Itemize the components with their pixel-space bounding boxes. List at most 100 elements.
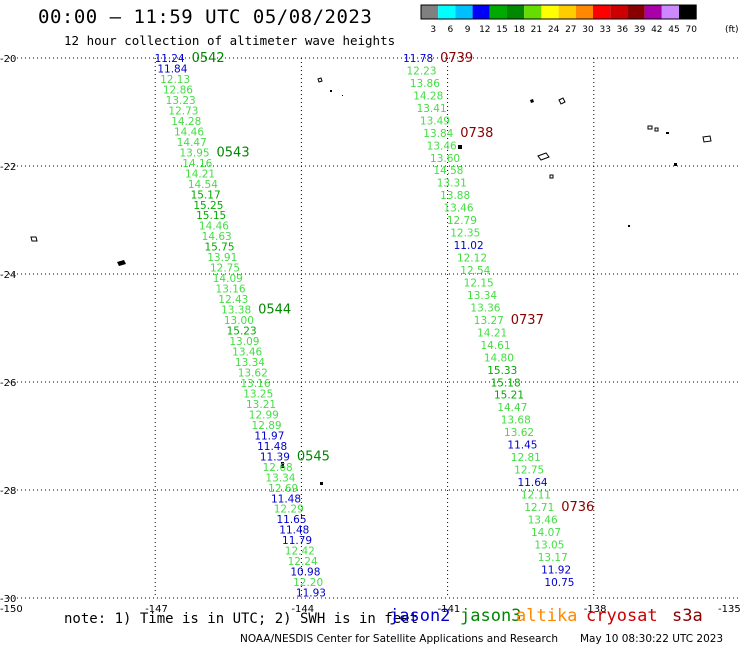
- chart-title: 00:00 – 11:59 UTC 05/08/2023: [38, 6, 373, 28]
- island: [117, 260, 126, 266]
- color-scale-swatch: [575, 5, 593, 19]
- wave-height-label: 12.73: [168, 105, 198, 117]
- wave-height-label: 12.99: [249, 409, 279, 421]
- wave-height-label: 15.21: [494, 390, 524, 402]
- wave-height-label: 12.68: [263, 462, 293, 474]
- wave-height-label: 14.47: [497, 402, 527, 414]
- color-scale-swatch: [593, 5, 611, 19]
- wave-height-label: 13.21: [246, 399, 276, 411]
- island: [654, 127, 659, 132]
- wave-height-label: 11.39: [260, 451, 290, 463]
- x-tick-label: -150: [0, 604, 23, 615]
- wave-height-label: 14.07: [531, 527, 561, 539]
- wave-height-label: 13.38: [221, 305, 251, 317]
- wave-height-label: 12.23: [406, 65, 436, 77]
- color-scale-tick: 30: [582, 25, 594, 35]
- wave-height-label: 15.18: [491, 377, 521, 389]
- wave-height-label: 13.09: [229, 336, 259, 348]
- wave-height-label: 15.17: [191, 189, 221, 201]
- wave-height-label: 11.64: [518, 477, 548, 489]
- color-scale-tick: 27: [565, 25, 576, 35]
- wave-height-label: 13.88: [440, 190, 470, 202]
- wave-height-label: 13.16: [216, 284, 246, 296]
- island: [558, 97, 566, 105]
- wave-height-label: 12.81: [511, 452, 541, 464]
- island: [30, 236, 38, 242]
- color-scale-tick: 70: [685, 25, 697, 35]
- chart-subtitle: 12 hour collection of altimeter wave hei…: [64, 33, 396, 48]
- color-scale-swatch: [472, 5, 490, 19]
- legend-item-altika: altika: [516, 606, 578, 626]
- wave-height-label: 11.79: [282, 535, 312, 547]
- axis-ticks: -20 -22 -24 -26 -28 -30-150 -147 -144 -141 -138 -1…: [0, 54, 740, 615]
- island: [628, 225, 630, 227]
- x-tick-label: -144: [291, 604, 314, 615]
- island: [458, 145, 462, 149]
- wave-height-label: 13.27: [474, 315, 504, 327]
- color-scale-swatch: [610, 5, 628, 19]
- pass-time-label: 0544: [258, 303, 291, 318]
- y-tick-label: -28: [0, 486, 16, 497]
- wave-height-label: 13.36: [470, 302, 500, 314]
- wave-height-label: 13.60: [430, 153, 460, 165]
- x-tick-label: -147: [145, 604, 168, 615]
- pass-time-label: 0545: [297, 449, 330, 464]
- wave-height-label: 13.23: [166, 95, 196, 107]
- x-tick-label: -135: [718, 604, 740, 615]
- wave-height-label: 13.00: [224, 315, 254, 327]
- island: [666, 132, 669, 134]
- pass-time-label: 0736: [561, 500, 594, 515]
- wave-height-label: 14.80: [484, 352, 514, 364]
- grid: [9, 57, 740, 599]
- wave-height-label: 13.95: [180, 147, 210, 159]
- color-scale-swatch: [438, 5, 456, 19]
- wave-height-label: 11.48: [257, 441, 287, 453]
- legend-item-s3a: s3a: [672, 606, 703, 626]
- wave-height-label: 11.93: [296, 588, 326, 600]
- wave-height-label: 12.54: [460, 265, 490, 277]
- color-scale-tick: 42: [651, 25, 662, 35]
- color-scale-tick: 36: [617, 25, 629, 35]
- wave-height-label: 13.86: [410, 78, 440, 90]
- y-tick-label: -26: [0, 378, 16, 389]
- color-scale-swatch: [558, 5, 576, 19]
- color-scale-swatch: [661, 5, 679, 19]
- wave-height-label: 14.63: [202, 231, 232, 243]
- wave-height-label: 13.17: [538, 552, 568, 564]
- wave-height-label: 13.84: [423, 128, 453, 140]
- wave-height-label: 11.84: [157, 63, 187, 75]
- wave-height-label: 12.24: [288, 556, 318, 568]
- wave-height-label: 13.46: [232, 347, 262, 359]
- wave-height-label: 14.21: [185, 168, 215, 180]
- color-scale-swatch: [455, 5, 473, 19]
- color-scale: 3 6 9 12 15 18 21 24 27 30 33 36 39 42 45 70 (ft): [420, 4, 739, 35]
- wave-height-label: 13.31: [437, 178, 467, 190]
- wave-height-label: 14.46: [174, 126, 204, 138]
- wave-height-label: 14.47: [177, 137, 207, 149]
- color-scale-tick: 18: [513, 25, 525, 35]
- color-scale-swatch: [489, 5, 507, 19]
- color-scale-tick: 12: [479, 25, 490, 35]
- wave-height-label: 14.61: [480, 340, 510, 352]
- wave-height-label: 12.43: [218, 294, 248, 306]
- wave-height-label: 12.89: [252, 420, 282, 432]
- pass-time-label: 0738: [460, 126, 493, 141]
- pass-time-label: 0542: [192, 51, 225, 66]
- pass-time-label: 0543: [217, 145, 250, 160]
- wave-height-label: 15.33: [487, 365, 517, 377]
- island: [281, 462, 284, 468]
- wave-height-label: 12.11: [521, 490, 551, 502]
- wave-height-label: 13.34: [467, 290, 497, 302]
- wave-height-label: 15.15: [196, 210, 226, 222]
- y-tick-label: -30: [0, 594, 16, 605]
- x-tick-label: -141: [438, 604, 461, 615]
- wave-height-label: 13.16: [240, 378, 270, 390]
- wave-height-label: 14.28: [171, 116, 201, 128]
- color-scale-tick: 24: [548, 25, 560, 35]
- legend-item-jason2: jason2: [389, 606, 451, 626]
- color-scale-swatch: [644, 5, 662, 19]
- wave-height-label: 14.46: [199, 221, 229, 233]
- island: [330, 90, 332, 92]
- wave-height-label: 14.09: [213, 273, 243, 285]
